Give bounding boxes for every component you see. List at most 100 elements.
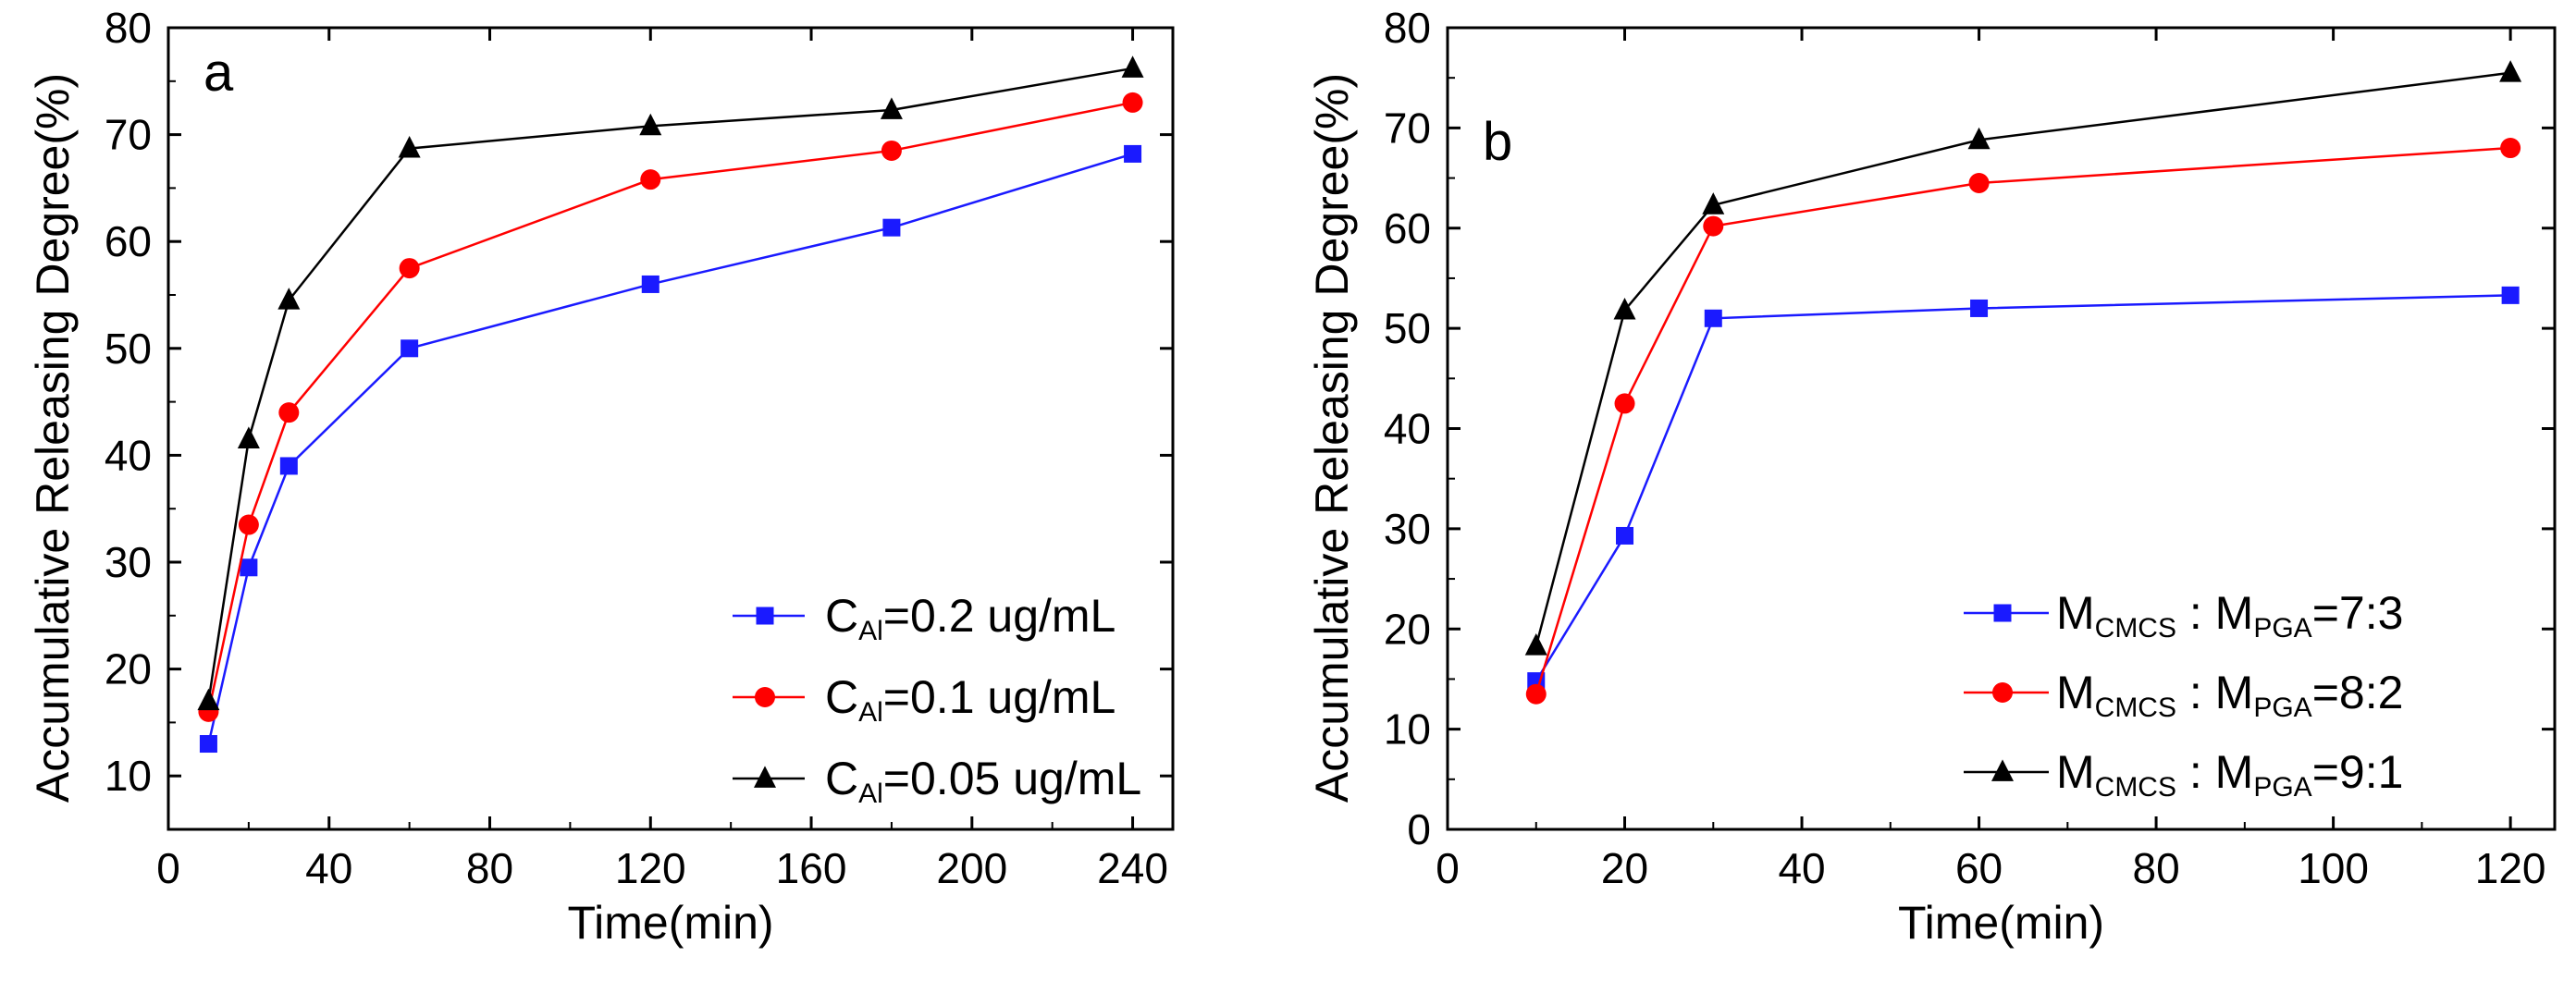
legend-marker xyxy=(1992,682,2013,703)
legend-rest: =0.1 ug/mL xyxy=(883,671,1116,723)
legend-main: C xyxy=(825,671,858,723)
legend-item: CAl=0.2 ug/mL xyxy=(733,590,1115,646)
legend-label: MCMCS : MPGA=8:2 xyxy=(2056,667,2403,723)
data-point xyxy=(237,426,260,448)
legend-marker xyxy=(755,687,775,707)
x-tick-label: 0 xyxy=(156,844,180,892)
legend-subscript: Al xyxy=(858,616,883,646)
legend-mid: : M xyxy=(2176,746,2253,798)
legend-rest: =8:2 xyxy=(2312,667,2404,718)
legend-label: MCMCS : MPGA=7:3 xyxy=(2056,587,2403,644)
data-point xyxy=(1968,172,1990,193)
x-tick-label: 80 xyxy=(2132,844,2179,892)
legend-item: CAl=0.1 ug/mL xyxy=(733,671,1115,728)
legend-mid: : M xyxy=(2176,667,2253,718)
chart-panel-b: 0 20 40 60 80 100 120 0 10 20 30 40 50 60 70 80 Time(min… xyxy=(1306,4,2557,949)
legend-mid: : M xyxy=(2176,587,2253,639)
x-tick-label: 60 xyxy=(1955,844,2003,892)
chart-panel-a: 0 40 80 120 160 200 240 10 20 30 40 50 60 70 80 Time(mi… xyxy=(27,4,1175,949)
x-tick-label: 20 xyxy=(1601,844,1648,892)
y-tick-label: 80 xyxy=(105,4,152,52)
data-point xyxy=(1702,192,1725,215)
legend-rest: =0.05 ug/mL xyxy=(883,753,1141,804)
series-2 xyxy=(1525,138,2521,705)
series-line xyxy=(207,153,1133,744)
x-tick-label: 40 xyxy=(305,844,352,892)
legend-main: M xyxy=(2056,587,2095,639)
legend-label: CAl=0.2 ug/mL xyxy=(825,590,1115,646)
y-tick-label: 60 xyxy=(1384,204,1431,252)
data-point xyxy=(197,688,220,711)
legend-label: MCMCS : MPGA=9:1 xyxy=(2056,746,2403,803)
y-tick-label: 70 xyxy=(1384,104,1431,152)
plot-frame xyxy=(166,26,1175,831)
data-point xyxy=(279,457,298,475)
legend-subscript-2: PGA xyxy=(2253,693,2311,723)
x-tick-label: 0 xyxy=(1436,844,1460,892)
y-tick-label: 60 xyxy=(105,217,152,265)
legend-rest: =0.2 ug/mL xyxy=(883,590,1116,642)
data-point xyxy=(1124,144,1142,163)
y-tick-label: 30 xyxy=(105,538,152,586)
data-point xyxy=(398,135,421,158)
legend-subscript: CMCS xyxy=(2095,613,2176,644)
legend-rest: =7:3 xyxy=(2312,587,2404,639)
legend-marker xyxy=(756,607,774,625)
legend-main: C xyxy=(825,590,858,642)
legend-marker xyxy=(1991,759,2014,781)
panel-label: b xyxy=(1483,112,1512,172)
legend-subscript-2: PGA xyxy=(2253,772,2311,803)
data-point xyxy=(1121,55,1144,78)
data-point xyxy=(1970,299,1989,317)
data-point xyxy=(401,339,419,358)
panel-label: a xyxy=(203,43,234,103)
data-point xyxy=(2499,60,2522,82)
legend-rest: =9:1 xyxy=(2312,746,2404,798)
y-axis-title: Accumulative Releasing Degree(%) xyxy=(1306,73,1358,803)
x-axis-title: Time(min) xyxy=(567,897,773,949)
x-tick-label: 240 xyxy=(1097,844,1168,892)
data-point xyxy=(278,402,300,423)
y-axis-title: Accumulative Releasing Degree(%) xyxy=(27,73,79,803)
x-tick-label: 40 xyxy=(1778,844,1825,892)
y-tick-label: 40 xyxy=(1384,405,1431,453)
series-1 xyxy=(199,144,1142,754)
y-tick-label: 20 xyxy=(105,645,152,693)
series-3 xyxy=(197,55,1144,711)
y-tick-label: 40 xyxy=(105,431,152,479)
legend-subscript: Al xyxy=(858,779,883,809)
y-tick-label: 10 xyxy=(1384,705,1431,754)
y-tick-label: 80 xyxy=(1384,4,1431,52)
x-axis-title: Time(min) xyxy=(1898,897,2104,949)
y-tick-label: 30 xyxy=(1384,505,1431,553)
data-point xyxy=(882,218,901,237)
x-tick-label: 120 xyxy=(2475,844,2546,892)
data-point xyxy=(1616,526,1634,545)
x-tick-label: 160 xyxy=(776,844,847,892)
data-point xyxy=(1704,309,1722,327)
y-tick-label: 20 xyxy=(1384,605,1431,653)
x-tick-label: 80 xyxy=(466,844,513,892)
legend-marker xyxy=(754,766,776,788)
legend-label: CAl=0.05 ug/mL xyxy=(825,753,1141,809)
series-3 xyxy=(1524,60,2522,656)
legend-marker xyxy=(1993,604,2012,622)
data-point xyxy=(1524,633,1547,656)
data-point xyxy=(1122,92,1143,113)
data-point xyxy=(1614,393,1635,414)
data-point xyxy=(641,275,659,293)
series-line xyxy=(1535,71,2511,646)
legend-item: MCMCS : MPGA=9:1 xyxy=(1964,746,2403,803)
x-tick-label: 120 xyxy=(615,844,686,892)
data-point xyxy=(881,140,902,161)
legend-main: M xyxy=(2056,667,2095,718)
data-point xyxy=(1703,215,1724,237)
x-tick-label: 100 xyxy=(2298,844,2369,892)
data-point xyxy=(2500,138,2521,159)
data-point xyxy=(880,97,903,119)
y-tick-label: 70 xyxy=(105,111,152,159)
data-point xyxy=(238,514,259,535)
